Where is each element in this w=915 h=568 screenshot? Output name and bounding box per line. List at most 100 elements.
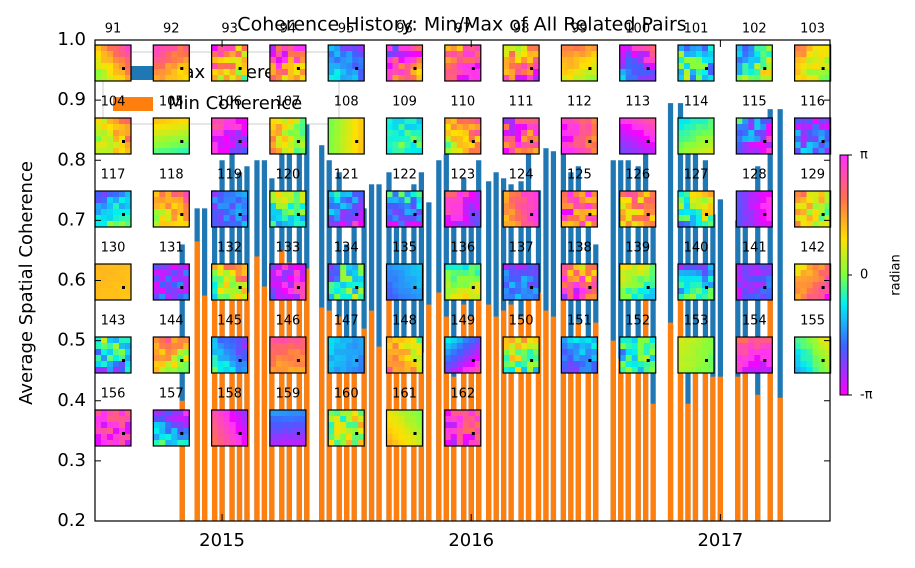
inset-pixel — [708, 294, 715, 301]
inset-pixel — [171, 276, 178, 283]
inset-pixel — [678, 191, 685, 198]
inset-pixel — [235, 276, 242, 283]
inset-pixel — [404, 130, 411, 137]
inset-pixel — [165, 63, 172, 70]
inset-pixel — [696, 57, 703, 64]
inset-pixel — [625, 270, 632, 277]
inset-pixel — [281, 130, 289, 137]
bar — [717, 199, 723, 522]
inset-pixel — [165, 51, 172, 58]
inset-pixel — [159, 118, 166, 125]
inset-pixel — [690, 349, 697, 356]
inset-pixel — [352, 69, 359, 76]
inset-pixel — [404, 51, 411, 58]
inset-pixel — [95, 410, 102, 417]
inset-pixel — [619, 282, 626, 289]
inset-pixel — [410, 57, 417, 64]
inset-pixel — [450, 440, 458, 447]
inset-pixel — [509, 197, 516, 204]
inset-pixel — [684, 57, 691, 64]
reference-point — [471, 140, 475, 143]
inset-pixel — [690, 45, 697, 52]
inset-pixel — [690, 355, 697, 362]
inset-pixel — [211, 148, 218, 155]
inset-pixel — [766, 136, 773, 143]
inset-pixel — [631, 69, 638, 76]
inset-pixel — [340, 282, 347, 289]
inset-pixel — [631, 75, 638, 82]
inset-pixel — [153, 276, 160, 283]
inset-pixel — [171, 130, 178, 137]
inset-pixel — [223, 422, 230, 429]
inset-pixel — [800, 63, 807, 70]
inset-pixel — [275, 209, 283, 216]
bar — [593, 322, 599, 521]
inset-pixel — [585, 276, 592, 283]
inset-pixel — [119, 57, 126, 64]
inset-pixel — [119, 288, 126, 295]
inset-pixel — [392, 209, 399, 216]
inset-pixel — [643, 276, 650, 283]
inset-pixel — [794, 215, 801, 222]
inset-pixel — [450, 148, 458, 155]
inset-label: 153 — [684, 314, 709, 329]
inset-pixel — [177, 130, 184, 137]
reference-point — [471, 359, 475, 362]
inset-pixel — [748, 75, 755, 82]
bar — [518, 316, 524, 521]
inset-pixel — [561, 69, 568, 76]
inset-pixel — [812, 367, 819, 374]
inset-pixel — [684, 118, 691, 125]
inset-pixel — [177, 294, 184, 301]
inset-pixel — [754, 276, 761, 283]
inset-pixel — [515, 45, 522, 52]
inset-pixel — [573, 349, 580, 356]
reference-point — [296, 432, 300, 435]
inset-pixel — [183, 215, 190, 222]
inset-pixel — [515, 191, 522, 198]
inset-pixel — [450, 69, 458, 76]
inset-pixel — [241, 148, 248, 155]
inset-pixel — [579, 294, 586, 301]
inset-pixel — [293, 57, 301, 64]
inset-pixel — [812, 361, 819, 368]
inset-pixel — [358, 191, 365, 198]
inset-label: 151 — [567, 314, 592, 329]
inset-pixel — [760, 367, 767, 374]
inset-pixel — [742, 367, 749, 374]
inset-pixel — [346, 294, 353, 301]
inset-pixel — [217, 57, 224, 64]
inset-pixel — [533, 337, 540, 344]
bar — [219, 280, 225, 521]
inset-pixel — [637, 343, 644, 350]
inset-pixel — [107, 118, 114, 125]
bar — [525, 292, 532, 521]
inset-pixel — [352, 282, 359, 289]
inset-pixel — [328, 148, 335, 155]
inset-pixel — [346, 191, 353, 198]
inset-pixel — [812, 276, 819, 283]
inset-pixel — [275, 416, 283, 423]
inset-frame — [211, 336, 249, 374]
bar — [254, 256, 260, 521]
inset-frame — [735, 190, 773, 228]
inset-pixel — [328, 203, 335, 210]
inset-pixel — [754, 197, 761, 204]
inset-pixel — [625, 361, 632, 368]
inset-pixel — [287, 215, 295, 222]
inset-pixel — [619, 276, 626, 283]
inset-pixel — [515, 203, 522, 210]
inset-pixel — [702, 51, 709, 58]
inset-pixel — [293, 69, 301, 76]
inset-pixel — [171, 51, 178, 58]
inset-pixel — [229, 203, 236, 210]
inset-pixel — [119, 349, 126, 356]
bar — [685, 403, 691, 521]
inset-pixel — [456, 264, 464, 271]
inset-pixel — [684, 124, 691, 131]
inset-pixel — [334, 337, 341, 344]
inset-pixel — [818, 264, 825, 271]
inset-frame — [211, 190, 249, 228]
inset-pixel — [637, 45, 644, 52]
inset-pixel — [119, 428, 126, 435]
